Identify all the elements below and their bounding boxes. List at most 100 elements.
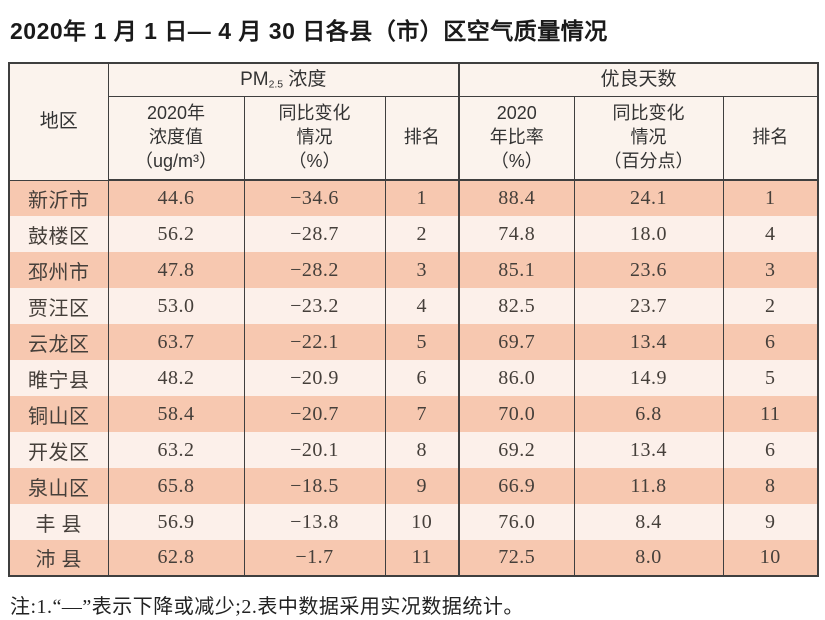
header-pm-value-line2: 浓度值	[149, 126, 203, 147]
pm-change-cell: −13.8	[243, 504, 386, 540]
days-rank-cell: 8	[722, 468, 819, 504]
pm-change-cell: −18.5	[243, 468, 386, 504]
pm-value-cell: 65.8	[107, 468, 245, 504]
pm-rank-cell: 5	[384, 324, 460, 360]
header-days-rate-line2: 年比率	[489, 126, 544, 147]
header-pm-change-line1: 同比变化	[278, 103, 351, 124]
region-cell: 沛 县	[8, 540, 109, 576]
days-rate-cell: 82.5	[458, 288, 575, 324]
pm-change-cell: −23.2	[243, 288, 386, 324]
table-row: 铜山区 58.4 −20.7 7 70.0 6.8 11	[8, 396, 819, 432]
days-rank-cell: 4	[722, 216, 819, 252]
days-rate-cell: 66.9	[458, 468, 575, 504]
header-group-row: 地区 PM2.5 浓度 优良天数	[8, 62, 819, 181]
table-row: 云龙区 63.7 −22.1 5 69.7 13.4 6	[8, 324, 819, 360]
pm-change-cell: −28.2	[243, 252, 386, 288]
header-days-change: 同比变化 情况 （百分点）	[573, 95, 724, 181]
footnote: 注:1.“—”表示下降或减少;2.表中数据采用实况数据统计。	[10, 596, 524, 618]
days-rank-cell: 6	[722, 324, 819, 360]
days-change-cell: 8.4	[573, 504, 724, 540]
days-rate-cell: 72.5	[458, 540, 575, 576]
pm25-label-subscript: 2.5	[268, 79, 284, 91]
table-header: 地区 PM2.5 浓度 优良天数 2020年 浓度值 （ug/m³） 同比变化 …	[8, 62, 819, 181]
days-change-cell: 13.4	[573, 324, 724, 360]
table-row: 丰 县 56.9 −13.8 10 76.0 8.4 9	[8, 504, 819, 540]
pm-change-cell: −20.1	[243, 432, 386, 468]
days-rank-cell: 6	[722, 432, 819, 468]
pm-value-cell: 53.0	[107, 288, 245, 324]
pm-rank-cell: 1	[384, 180, 460, 216]
pm25-label-suffix: 浓度	[283, 69, 327, 91]
days-change-cell: 18.0	[573, 216, 724, 252]
pm-rank-cell: 10	[384, 504, 460, 540]
pm-change-cell: −22.1	[243, 324, 386, 360]
region-cell: 新沂市	[8, 180, 109, 216]
pm-change-cell: −20.9	[243, 360, 386, 396]
header-days-rate: 2020 年比率 （%）	[458, 95, 575, 181]
table-row: 贾汪区 53.0 −23.2 4 82.5 23.7 2	[8, 288, 819, 324]
region-cell: 丰 县	[8, 504, 109, 540]
days-rate-cell: 74.8	[458, 216, 575, 252]
pm-value-cell: 62.8	[107, 540, 245, 576]
days-rank-cell: 1	[722, 180, 819, 216]
days-change-cell: 23.7	[573, 288, 724, 324]
days-rate-cell: 76.0	[458, 504, 575, 540]
table-row: 睢宁县 48.2 −20.9 6 86.0 14.9 5	[8, 360, 819, 396]
days-change-cell: 23.6	[573, 252, 724, 288]
header-pm-change: 同比变化 情况 （%）	[243, 95, 386, 181]
days-change-cell: 8.0	[573, 540, 724, 576]
pm-value-cell: 58.4	[107, 396, 245, 432]
region-cell: 开发区	[8, 432, 109, 468]
days-rate-cell: 86.0	[458, 360, 575, 396]
pm-rank-cell: 9	[384, 468, 460, 504]
days-rank-cell: 3	[722, 252, 819, 288]
days-rank-cell: 11	[722, 396, 819, 432]
pm25-label-prefix: PM	[240, 69, 269, 91]
page-title: 2020年 1 月 1 日— 4 月 30 日各县（市）区空气质量情况	[10, 18, 608, 44]
header-days-change-line3: （百分点）	[603, 150, 694, 171]
pm-value-cell: 63.7	[107, 324, 245, 360]
days-rank-cell: 5	[722, 360, 819, 396]
table-row: 开发区 63.2 −20.1 8 69.2 13.4 6	[8, 432, 819, 468]
region-cell: 睢宁县	[8, 360, 109, 396]
header-days-rate-line1: 2020	[496, 103, 537, 124]
pm-value-cell: 63.2	[107, 432, 245, 468]
header-gooddays-group: 优良天数	[458, 62, 819, 97]
pm-change-cell: −1.7	[243, 540, 386, 576]
days-change-cell: 6.8	[573, 396, 724, 432]
header-pm-value: 2020年 浓度值 （ug/m³）	[107, 95, 245, 181]
table-row: 新沂市 44.6 −34.6 1 88.4 24.1 1	[8, 180, 819, 216]
days-rate-cell: 70.0	[458, 396, 575, 432]
header-pm-change-line3: （%）	[288, 150, 341, 171]
days-rank-cell: 10	[722, 540, 819, 576]
header-pm25-group: PM2.5 浓度	[107, 62, 460, 97]
days-change-cell: 11.8	[573, 468, 724, 504]
region-cell: 鼓楼区	[8, 216, 109, 252]
pm-value-cell: 48.2	[107, 360, 245, 396]
header-pm-value-line3: （ug/m³）	[134, 150, 217, 171]
days-change-cell: 13.4	[573, 432, 724, 468]
region-cell: 云龙区	[8, 324, 109, 360]
region-cell: 邳州市	[8, 252, 109, 288]
header-days-change-line1: 同比变化	[612, 103, 685, 124]
table-row: 邳州市 47.8 −28.2 3 85.1 23.6 3	[8, 252, 819, 288]
region-cell: 铜山区	[8, 396, 109, 432]
pm-rank-cell: 6	[384, 360, 460, 396]
header-days-change-line2: 情况	[630, 126, 667, 147]
days-rate-cell: 69.2	[458, 432, 575, 468]
days-rank-cell: 2	[722, 288, 819, 324]
header-region: 地区	[8, 62, 109, 181]
pm-value-cell: 56.2	[107, 216, 245, 252]
pm-rank-cell: 4	[384, 288, 460, 324]
pm-rank-cell: 3	[384, 252, 460, 288]
header-pm-value-line1: 2020年	[146, 103, 206, 124]
pm-value-cell: 44.6	[107, 180, 245, 216]
pm-change-cell: −28.7	[243, 216, 386, 252]
pm-change-cell: −34.6	[243, 180, 386, 216]
days-change-cell: 24.1	[573, 180, 724, 216]
table-body: 新沂市 44.6 −34.6 1 88.4 24.1 1 鼓楼区 56.2 −2…	[8, 180, 819, 576]
pm-rank-cell: 2	[384, 216, 460, 252]
region-cell: 贾汪区	[8, 288, 109, 324]
pm-value-cell: 56.9	[107, 504, 245, 540]
